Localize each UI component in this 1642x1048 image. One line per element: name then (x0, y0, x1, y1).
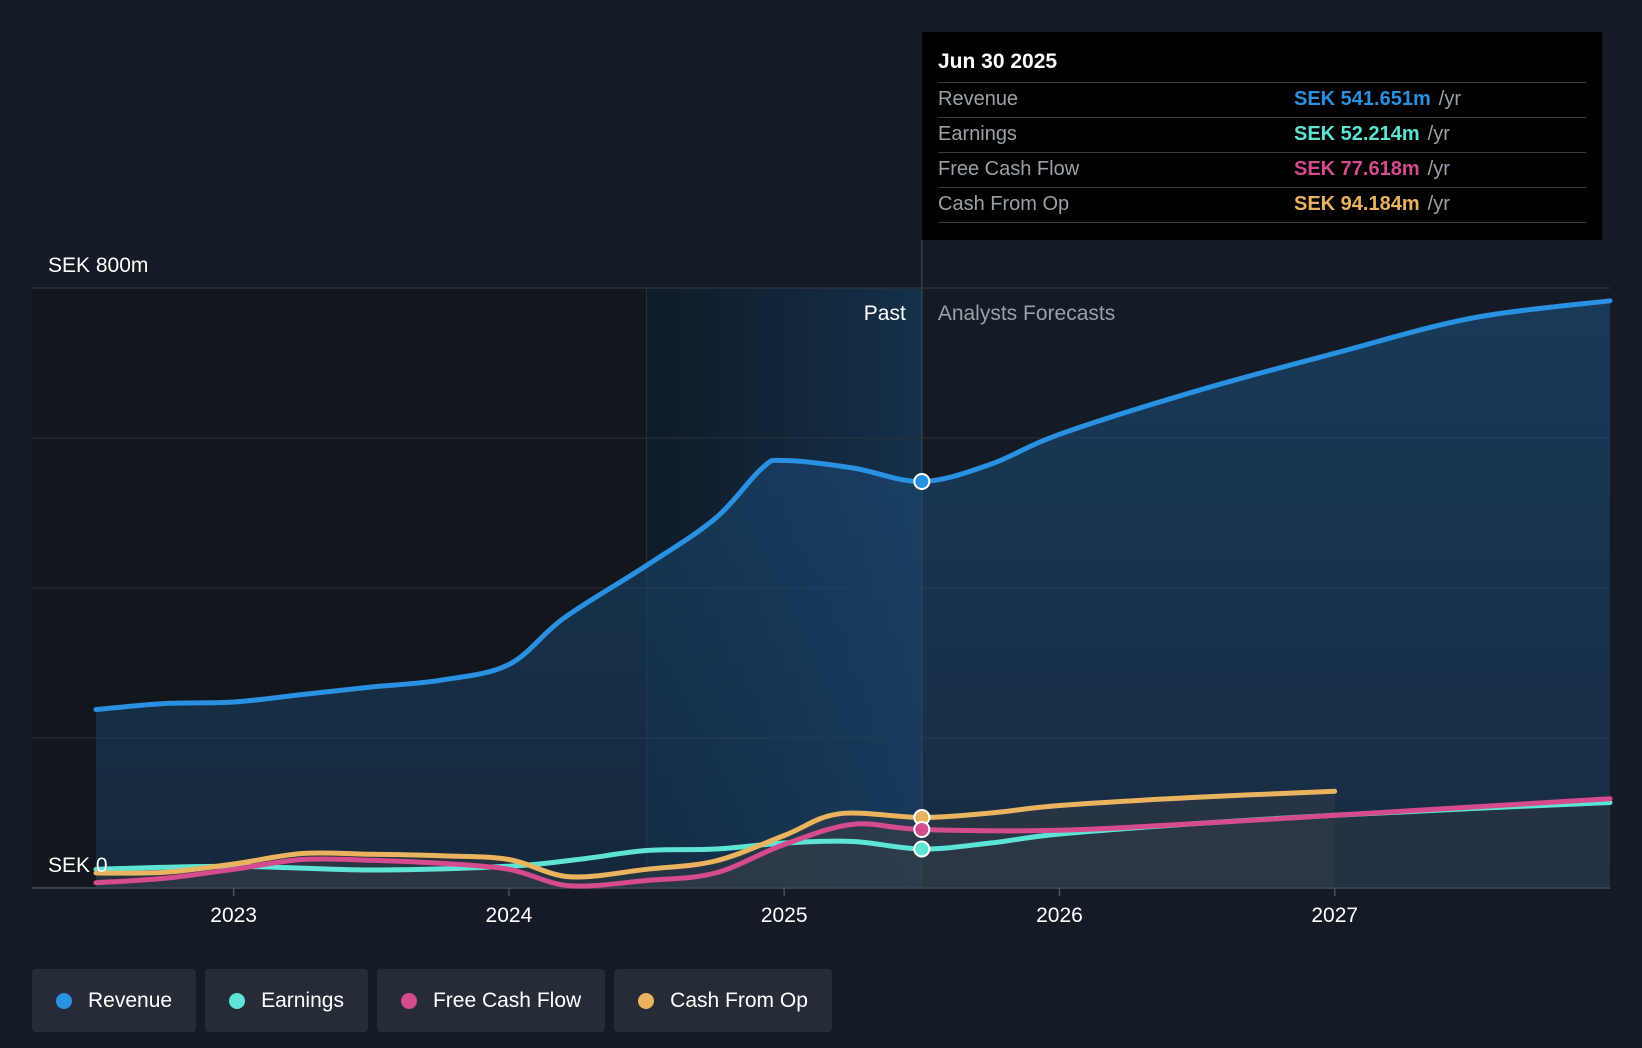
revenue-marker[interactable] (913, 473, 931, 490)
revenue-line (93, 298, 1613, 712)
x-tick-label: 2024 (486, 904, 533, 927)
forecast-label: Analysts Forecasts (938, 302, 1115, 325)
legend-dot-icon (56, 992, 72, 1009)
free-cash-flow-marker[interactable] (913, 821, 931, 838)
x-tick-label: 2025 (761, 904, 808, 927)
legend-label: Earnings (261, 988, 344, 1012)
legend-label: Revenue (88, 988, 173, 1012)
tooltip-row: Earnings SEK 52.214m/yr (938, 117, 1586, 152)
earnings-marker[interactable] (913, 840, 931, 858)
tooltip-row-unit: /yr (1438, 88, 1461, 110)
tooltip-row-unit: /yr (1427, 193, 1450, 215)
y-axis-max-label: SEK 800m (48, 254, 148, 277)
tooltip-row-value: SEK 94.184m (1294, 193, 1420, 215)
tooltip-row-label: Revenue (938, 88, 1019, 110)
legend-label: Free Cash Flow (432, 988, 582, 1012)
tooltip-row: Free Cash Flow SEK 77.618m/yr (938, 152, 1586, 187)
tooltip-row: Cash From Op SEK 94.184m/yr (938, 187, 1586, 223)
legend-label: Cash From Op (670, 988, 808, 1012)
legend-item-free-cash-flow[interactable]: Free Cash Flow (376, 969, 606, 1032)
tooltip-row-value: SEK 52.214m (1294, 123, 1420, 145)
x-tick-label: 2023 (210, 904, 257, 927)
tooltip-row: Revenue SEK 541.651m/yr (938, 82, 1586, 117)
tooltip: Jun 30 2025 Revenue SEK 541.651m/yr Earnin… (922, 32, 1602, 240)
tooltip-row-unit: /yr (1427, 123, 1450, 145)
tooltip-date: Jun 30 2025 (938, 50, 1058, 73)
tooltip-row-label: Free Cash Flow (938, 158, 1080, 180)
x-tick-label: 2027 (1311, 904, 1358, 927)
legend-item-revenue[interactable]: Revenue (32, 969, 197, 1032)
x-tick-label: 2026 (1036, 904, 1083, 927)
tooltip-row-value: SEK 77.618m (1294, 158, 1420, 180)
revenue-area (96, 300, 1610, 888)
legend-item-cash-from-op[interactable]: Cash From Op (614, 969, 832, 1032)
legend-dot-icon (229, 992, 246, 1009)
tooltip-row-label: Cash From Op (938, 193, 1070, 215)
cash-from-op-line (93, 788, 1338, 880)
past-label: Past (864, 302, 906, 325)
legend-dot-icon (638, 992, 655, 1009)
y-axis-min-label: SEK 0 (48, 854, 108, 877)
free-cash-flow-line (93, 796, 1613, 889)
tooltip-row-value: SEK 541.651m (1294, 88, 1431, 110)
legend-item-earnings[interactable]: Earnings (205, 969, 368, 1032)
tooltip-row-unit: /yr (1427, 158, 1450, 180)
legend-dot-icon (400, 992, 417, 1009)
tooltip-row-label: Earnings (938, 123, 1017, 145)
legend: Revenue Earnings Free Cash Flow Cash From O… (32, 969, 832, 1032)
